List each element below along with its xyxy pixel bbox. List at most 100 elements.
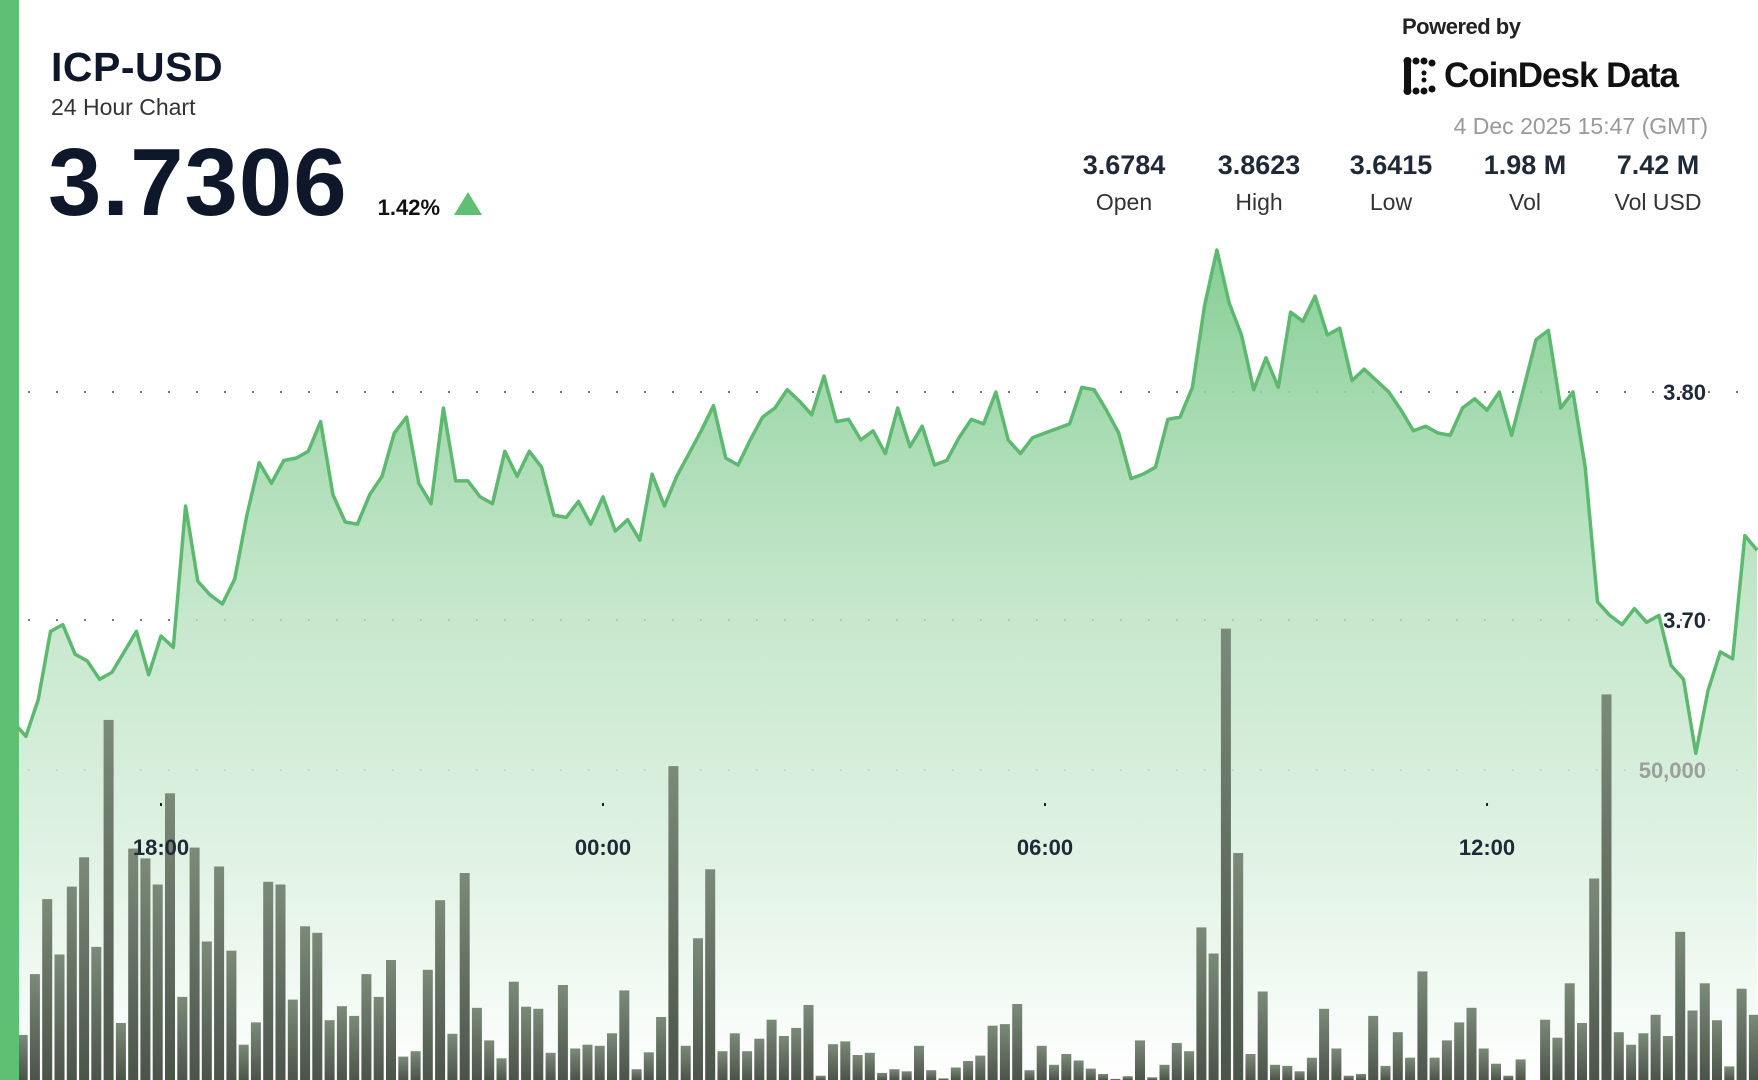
volume-bar (1085, 1068, 1096, 1080)
stat-vol: 1.98 M Vol (1460, 150, 1590, 216)
stat-value: 3.6415 (1349, 150, 1433, 180)
volume-bar (791, 1027, 802, 1080)
volume-bar (471, 1007, 482, 1080)
volume-bar (91, 946, 102, 1080)
volume-bar (1122, 1076, 1133, 1080)
volume-bar (1061, 1054, 1072, 1080)
volume-bar (1331, 1048, 1342, 1080)
volume-bar (263, 881, 274, 1080)
axis-labels: 3.80 3.70 50,000 18:00 00:00 06:00 12:00 (133, 380, 1706, 860)
volume-bar (189, 847, 200, 1080)
stat-label: Open (1095, 189, 1153, 215)
volume-bar (1110, 1078, 1121, 1080)
volume-bar (840, 1041, 851, 1080)
volume-bar (570, 1048, 581, 1080)
volume-bar (1319, 1008, 1330, 1080)
volume-bar (54, 954, 65, 1080)
volume-bar (1748, 1014, 1758, 1080)
volume-bar (852, 1055, 863, 1080)
stat-label: High (1235, 189, 1283, 215)
x-tick-label: 00:00 (575, 835, 631, 860)
price-tick-label: 3.70 (1663, 608, 1706, 633)
stat-low: 3.6415 Low (1326, 150, 1456, 216)
volume-bar (1540, 1019, 1551, 1080)
volume-bar (459, 873, 470, 1080)
volume-bar (373, 996, 384, 1080)
volume-bar (1343, 1075, 1354, 1080)
volume-bar (300, 926, 311, 1080)
price-row: 3.7306 1.42% (48, 128, 483, 238)
volume-bar (582, 1044, 593, 1080)
volume-bar (1159, 1064, 1170, 1080)
volume-bar (693, 938, 703, 1080)
volume-bar (1196, 927, 1207, 1080)
volume-bar (1417, 971, 1428, 1080)
volume-bar (1012, 1004, 1023, 1080)
volume-bar (545, 1052, 556, 1080)
volume-bar (1589, 878, 1600, 1080)
volume-bar (1184, 1051, 1195, 1080)
volume-bar (815, 1075, 826, 1080)
volume-bar (864, 1052, 875, 1080)
volume-bar (668, 766, 679, 1080)
volume-bar (901, 1071, 912, 1080)
volume-bar (766, 1019, 777, 1080)
volume-bar (1712, 1020, 1722, 1080)
volume-bar (1098, 1074, 1109, 1080)
volume-bar (1564, 983, 1575, 1080)
volume-bar (361, 974, 372, 1080)
stat-value: 3.6784 (1082, 150, 1166, 180)
volume-bar (926, 1070, 937, 1080)
volume-bar (1270, 1064, 1280, 1080)
volume-bar (177, 996, 188, 1080)
accent-bar (0, 0, 19, 1080)
volume-bar (1049, 1064, 1059, 1080)
volume-bar (1454, 1022, 1465, 1080)
volume-bar (17, 1034, 28, 1080)
volume-bar (1073, 1060, 1084, 1080)
volume-bar (1036, 1045, 1047, 1080)
volume-bar (484, 1040, 495, 1080)
coindesk-logo-icon (1403, 57, 1436, 95)
volume-bar (386, 960, 396, 1080)
volume-bar (521, 1006, 532, 1080)
logo-text: CoinDesk Data (1444, 56, 1679, 95)
stat-value: 3.8623 (1217, 150, 1301, 180)
volume-bar (410, 1051, 421, 1080)
volume-bar (115, 1023, 126, 1080)
volume-bar (643, 1052, 654, 1080)
volume-bar (1466, 1007, 1477, 1080)
volume-bar (889, 1069, 900, 1080)
symbol-title: ICP-USD (51, 44, 224, 90)
volume-bar (1491, 1063, 1501, 1080)
volume-bar (828, 1044, 838, 1080)
coindesk-data-logo: CoinDesk Data (1402, 56, 1679, 96)
chart-subtitle: 24 Hour Chart (51, 94, 196, 120)
price-tick-label: 3.80 (1663, 380, 1706, 405)
volume-bar (1441, 1040, 1452, 1080)
volume-bar (1405, 1057, 1416, 1080)
volume-bar (128, 848, 139, 1080)
stat-label: Vol USD (1614, 189, 1702, 215)
volume-bar (680, 1045, 691, 1080)
volume-bar (1282, 1065, 1293, 1080)
volume-bar (631, 1069, 642, 1080)
volume-bar (1429, 1057, 1440, 1080)
volume-bar (594, 1045, 605, 1080)
volume-bar (1613, 1032, 1624, 1080)
volume-bar (165, 793, 175, 1080)
volume-bar (287, 999, 298, 1080)
volume-bar (1147, 1077, 1158, 1080)
volume-bar (1638, 1033, 1649, 1080)
volume-bar (950, 1067, 961, 1080)
change-percent: 1.42% (377, 195, 441, 220)
volume-bar (987, 1025, 998, 1080)
stat-vol-usd: 7.42 M Vol USD (1593, 150, 1723, 216)
volume-bar (1294, 1071, 1305, 1080)
volume-bar (1662, 1036, 1673, 1080)
volume-bar (66, 886, 77, 1080)
volume-bar (1687, 1010, 1698, 1080)
volume-bar (226, 950, 237, 1080)
volume-bar (963, 1061, 974, 1080)
volume-bar (1356, 1074, 1366, 1080)
